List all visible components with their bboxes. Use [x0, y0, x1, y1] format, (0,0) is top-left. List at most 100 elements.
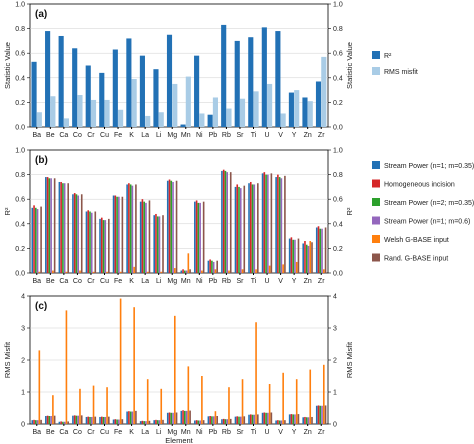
bar [322, 364, 325, 424]
y-tick-label-right: 0.6 [333, 51, 343, 58]
bar [226, 172, 229, 273]
bar [75, 415, 78, 424]
y-axis-title-right: RMS Misfit [345, 341, 354, 378]
legend-label: Welsh G-BASE input [384, 237, 449, 244]
bar [253, 184, 256, 273]
bar [126, 38, 132, 127]
y-tick-label-right: 0.0 [333, 125, 343, 132]
bar [58, 35, 64, 128]
x-tick-label: U [265, 429, 270, 436]
x-tick-label: Y [292, 278, 297, 285]
x-tick-label: Ti [251, 132, 257, 139]
bar [216, 260, 218, 273]
bar [197, 202, 200, 273]
y-axis-title: R² [3, 207, 12, 215]
x-tick-label: Cr [87, 132, 95, 139]
bar [72, 194, 74, 273]
bar [45, 31, 51, 128]
bar [292, 239, 294, 273]
bar [67, 421, 69, 424]
bar [201, 270, 203, 273]
bar [239, 98, 246, 127]
bar [114, 195, 117, 273]
x-tick-label: Y [292, 429, 297, 436]
x-tick-label: K [129, 429, 134, 436]
bar [129, 184, 132, 273]
x-tick-label: Co [73, 429, 82, 436]
bar [128, 183, 130, 273]
bar [221, 24, 227, 127]
bar [139, 55, 145, 127]
bar [321, 405, 323, 424]
bar [185, 270, 188, 273]
bar [297, 414, 300, 424]
legend-label: R² [384, 53, 392, 60]
y-tick-label-right: 0.2 [333, 100, 343, 107]
bar [45, 416, 47, 424]
bar [319, 405, 322, 424]
bar [52, 270, 54, 273]
bar [100, 217, 103, 273]
y-tick-label: 1.0 [15, 2, 25, 9]
bar [241, 379, 244, 424]
bar [194, 201, 196, 273]
y-tick-label-right: 0.4 [333, 221, 343, 228]
bar [251, 414, 254, 424]
bar [243, 416, 246, 424]
bar [65, 271, 68, 273]
panel-label: (b) [35, 155, 48, 166]
bar [305, 244, 308, 273]
bar [73, 193, 76, 273]
bar [236, 416, 239, 424]
x-tick-label: Fe [114, 278, 122, 285]
bar [202, 420, 205, 424]
bar [158, 216, 161, 273]
bar [38, 271, 41, 273]
legend-swatch [372, 198, 380, 206]
bar [35, 420, 37, 424]
bar [267, 412, 269, 424]
bar [45, 177, 47, 273]
bar [170, 412, 173, 424]
bar [288, 238, 291, 273]
y-tick-label-right: 0.6 [333, 197, 343, 204]
bar [319, 228, 322, 273]
bar [302, 97, 308, 127]
bar [214, 411, 217, 424]
bar [239, 416, 242, 424]
bar [139, 421, 142, 424]
x-tick-label: Ni [196, 132, 203, 139]
bar [133, 266, 135, 273]
y-axis-title-right: R² [345, 207, 354, 215]
bar [201, 376, 203, 424]
bar [321, 228, 323, 273]
bar [50, 96, 56, 127]
y-tick-label-right: 1.0 [333, 148, 343, 155]
bar [243, 185, 246, 273]
bar [277, 420, 279, 424]
x-tick-label: La [141, 278, 149, 285]
bar [229, 418, 232, 424]
x-tick-label: Be [46, 132, 55, 139]
bar [118, 419, 120, 424]
y-tick-label: 1 [21, 390, 25, 397]
y-tick-label-right: 4 [333, 294, 337, 301]
bar [172, 181, 174, 273]
bar [146, 271, 149, 273]
x-tick-label: V [278, 278, 283, 285]
bar [294, 414, 296, 424]
bar [275, 177, 277, 273]
bar [197, 420, 200, 424]
x-tick-label: Ba [32, 278, 41, 285]
legend-label: Stream Power (n=1; m=0.6) [384, 219, 470, 226]
bar [31, 207, 34, 273]
bar [284, 420, 286, 424]
bar [116, 196, 118, 273]
bar [67, 183, 69, 273]
bar [46, 415, 49, 424]
x-tick-label: Cr [87, 429, 95, 436]
bar [278, 420, 281, 424]
bar [87, 210, 90, 273]
bar [228, 270, 230, 273]
legend-label: Rand. G-BASE input [384, 256, 448, 263]
